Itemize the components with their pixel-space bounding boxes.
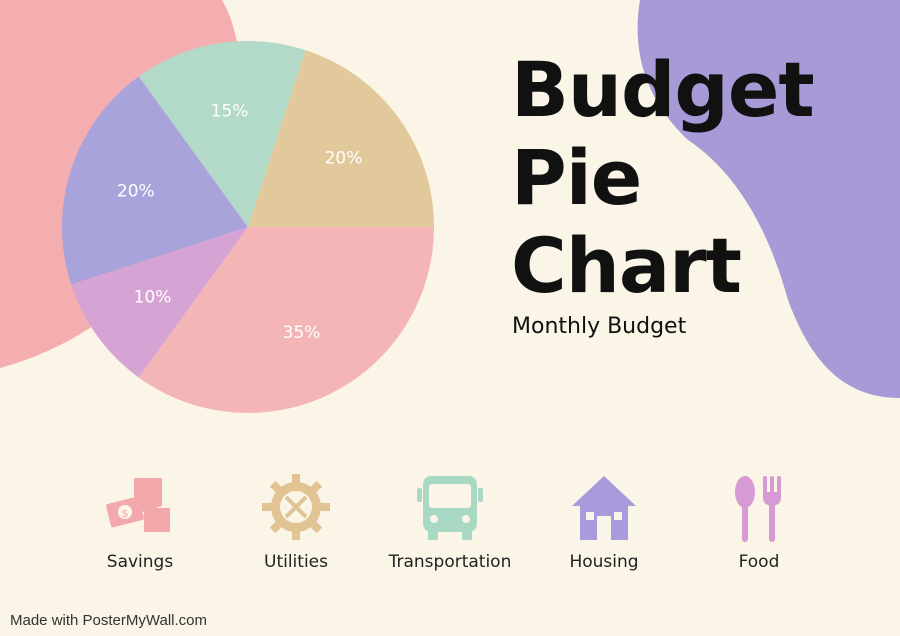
house-icon: [572, 476, 636, 540]
legend-item-savings: $ Savings: [65, 472, 215, 572]
pie-label-transportation: 15%: [211, 101, 249, 121]
money-hand-icon: $: [106, 478, 170, 532]
legend-item-housing: Housing: [529, 472, 679, 572]
pie-slice-utilities: [248, 50, 434, 228]
pie-label-savings: 10%: [134, 287, 172, 307]
pie-slice-housing: [61, 76, 249, 285]
legend-label-transportation: Transportation: [388, 552, 512, 572]
gear-tools-icon: [262, 474, 330, 540]
subtitle: Monthly Budget: [512, 314, 687, 339]
svg-text:$: $: [122, 507, 129, 520]
pie-slice-savings: [71, 227, 248, 378]
legend-label-utilities: Utilities: [264, 552, 328, 572]
legend-item-utilities: Utilities: [221, 472, 371, 572]
pie-slice-transportation: [138, 41, 306, 227]
legend-label-food: Food: [738, 552, 780, 572]
footer-credit: Made with PosterMyWall.com: [10, 612, 207, 629]
legend-item-transportation: Transportation: [375, 472, 525, 572]
legend-item-food: Food: [684, 472, 834, 572]
pie-label-housing: 20%: [117, 182, 155, 202]
fork-spoon-icon: [735, 476, 781, 542]
pie-slice-food: [138, 227, 434, 413]
pie-label-food: 35%: [283, 323, 321, 343]
title-line-1: Budget: [511, 45, 815, 134]
bus-icon: [417, 476, 483, 540]
pie-label-utilities: 20%: [325, 149, 363, 169]
purple-blob: [637, 0, 900, 398]
legend-label-savings: Savings: [106, 552, 174, 572]
legend-label-housing: Housing: [569, 552, 639, 572]
title-line-3: Chart: [511, 221, 742, 310]
title-line-2: Pie: [511, 133, 642, 222]
